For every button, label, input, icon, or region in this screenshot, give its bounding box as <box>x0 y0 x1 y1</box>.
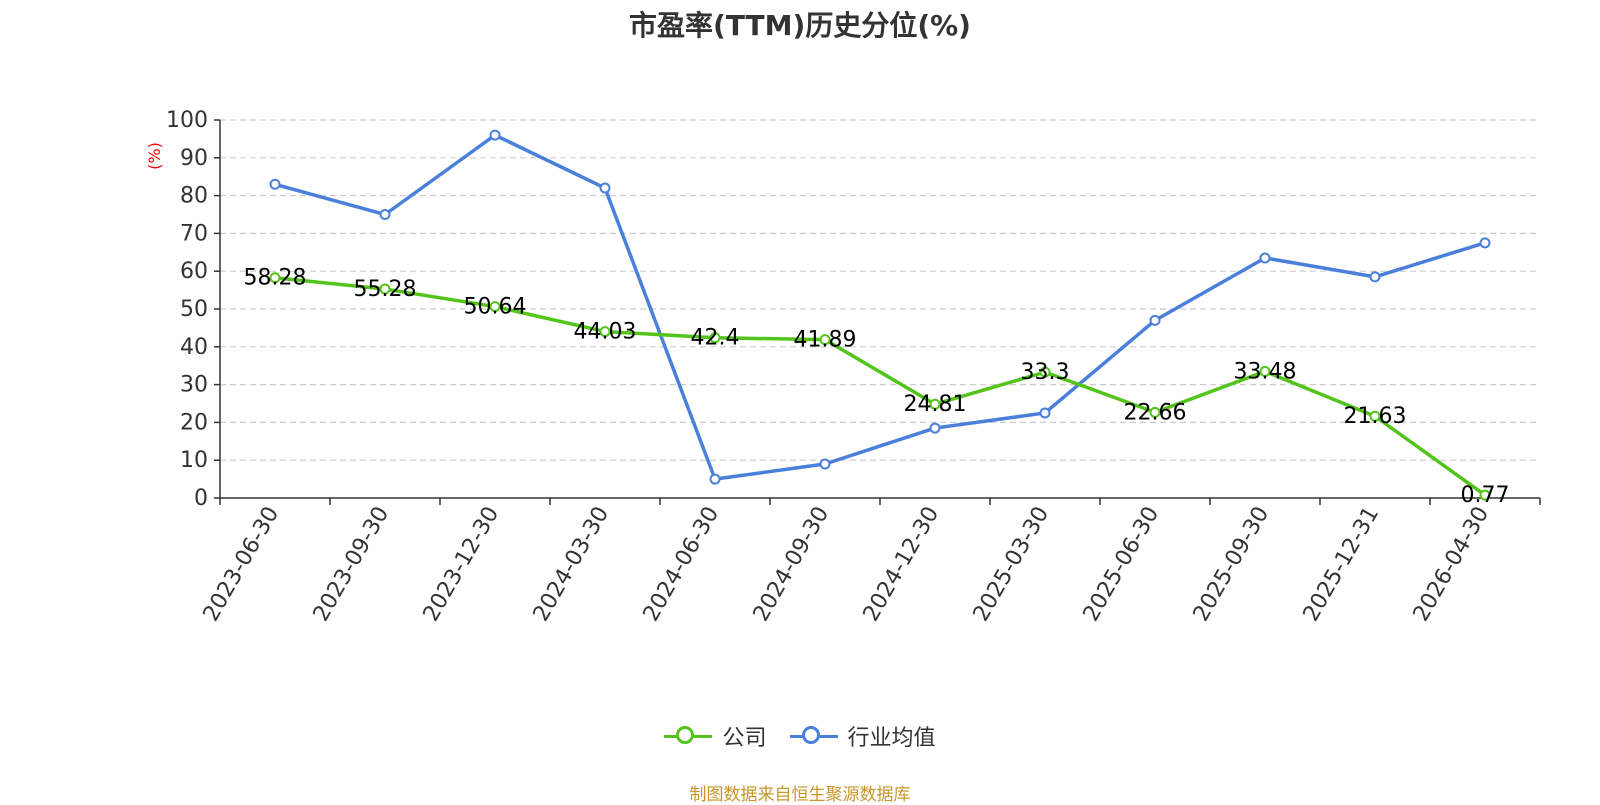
data-point-company <box>1479 489 1491 501</box>
data-label-company: 50.64 <box>464 295 527 320</box>
x-tick-label: 2025-09-30 <box>1189 503 1275 626</box>
y-tick-label: 50 <box>180 297 208 322</box>
data-point-industry <box>1479 237 1491 249</box>
legend-item-industry[interactable]: 行业均值 <box>789 720 936 752</box>
x-tick-label: 2023-09-30 <box>309 503 395 626</box>
x-tick-label: 2025-12-31 <box>1299 503 1385 626</box>
y-tick-label: 20 <box>180 410 208 435</box>
x-tick-label: 2026-04-30 <box>1409 503 1495 626</box>
data-point-company <box>709 332 721 344</box>
data-point-industry <box>819 458 831 470</box>
y-tick-label: 90 <box>180 146 208 171</box>
axes: 0 10 20 30 40 50 60 70 80 90 100 2023-06-30 2023-09-… <box>166 108 1541 626</box>
data-point-industry <box>1039 407 1051 419</box>
x-tick-label: 2025-06-30 <box>1079 503 1165 626</box>
legend-label-industry: 行业均值 <box>847 726 936 751</box>
grid-lines <box>220 119 1540 461</box>
data-labels: 58.28 55.28 50.64 44.03 42.4 41.89 24.81 33.3 22… <box>244 266 1510 508</box>
y-tick-label: 0 <box>194 486 208 511</box>
x-tick-label: 2024-03-30 <box>529 503 615 626</box>
y-tick-label: 60 <box>180 259 208 284</box>
data-label-company: 55.28 <box>354 277 417 302</box>
x-tick-label: 2024-12-30 <box>859 503 945 626</box>
data-point-company <box>599 326 611 338</box>
x-tick-label: 2024-06-30 <box>639 503 725 626</box>
data-point-industry <box>1149 314 1161 326</box>
legend-label-company: 公司 <box>722 726 767 751</box>
data-point-industry <box>489 129 501 141</box>
series-line-industry <box>274 133 1486 481</box>
data-label-company: 22.66 <box>1124 400 1187 425</box>
data-point-company <box>1369 410 1381 422</box>
x-tick-label: 2024-09-30 <box>749 503 835 626</box>
legend-swatch-company <box>664 724 713 748</box>
data-label-company: 58.28 <box>244 266 307 291</box>
data-label-company: 42.4 <box>691 326 740 351</box>
data-point-company <box>819 334 831 346</box>
data-point-industry <box>269 178 281 190</box>
legend-swatch-industry <box>789 724 838 748</box>
data-point-company <box>1149 406 1161 418</box>
series <box>269 129 1491 501</box>
data-point-industry <box>379 209 391 220</box>
x-tick-label: 2023-06-30 <box>199 503 285 626</box>
data-point-company <box>379 283 391 295</box>
y-tick-label: 70 <box>180 221 208 246</box>
data-point-company <box>1259 365 1271 377</box>
series-line-company <box>274 275 1487 497</box>
data-label-company: 33.3 <box>1021 360 1070 385</box>
y-tick-label: 100 <box>166 108 208 133</box>
data-label-company: 33.48 <box>1234 359 1297 384</box>
y-tick-label: 80 <box>180 184 208 209</box>
source-note: 制图数据来自恒生聚源数据库 <box>689 785 911 805</box>
data-point-company <box>929 398 941 410</box>
x-tick-label: 2025-03-30 <box>969 503 1055 626</box>
data-point-company <box>269 272 281 284</box>
data-label-company: 0.77 <box>1461 483 1510 508</box>
data-label-company: 44.03 <box>574 320 637 345</box>
data-point-industry <box>1369 271 1381 283</box>
y-tick-label: 40 <box>180 335 208 360</box>
data-point-industry <box>1259 252 1271 264</box>
legend-item-company[interactable]: 公司 <box>664 720 767 752</box>
y-axis-label: (%) <box>145 142 164 170</box>
data-point-industry <box>709 473 721 485</box>
data-label-company: 21.63 <box>1344 404 1407 429</box>
chart-title: 市盈率(TTM)历史分位(%) <box>629 9 971 42</box>
legend: 公司 行业均值 <box>0 720 1600 754</box>
data-label-company: 24.81 <box>904 392 967 417</box>
data-point-company <box>489 301 501 313</box>
data-point-industry <box>929 422 941 434</box>
x-tick-label: 2023-12-30 <box>419 503 505 626</box>
y-tick-label: 30 <box>180 373 208 398</box>
y-tick-label: 10 <box>180 448 208 473</box>
data-label-company: 41.89 <box>794 328 857 353</box>
data-point-company <box>1039 366 1051 378</box>
data-point-industry <box>599 182 611 194</box>
